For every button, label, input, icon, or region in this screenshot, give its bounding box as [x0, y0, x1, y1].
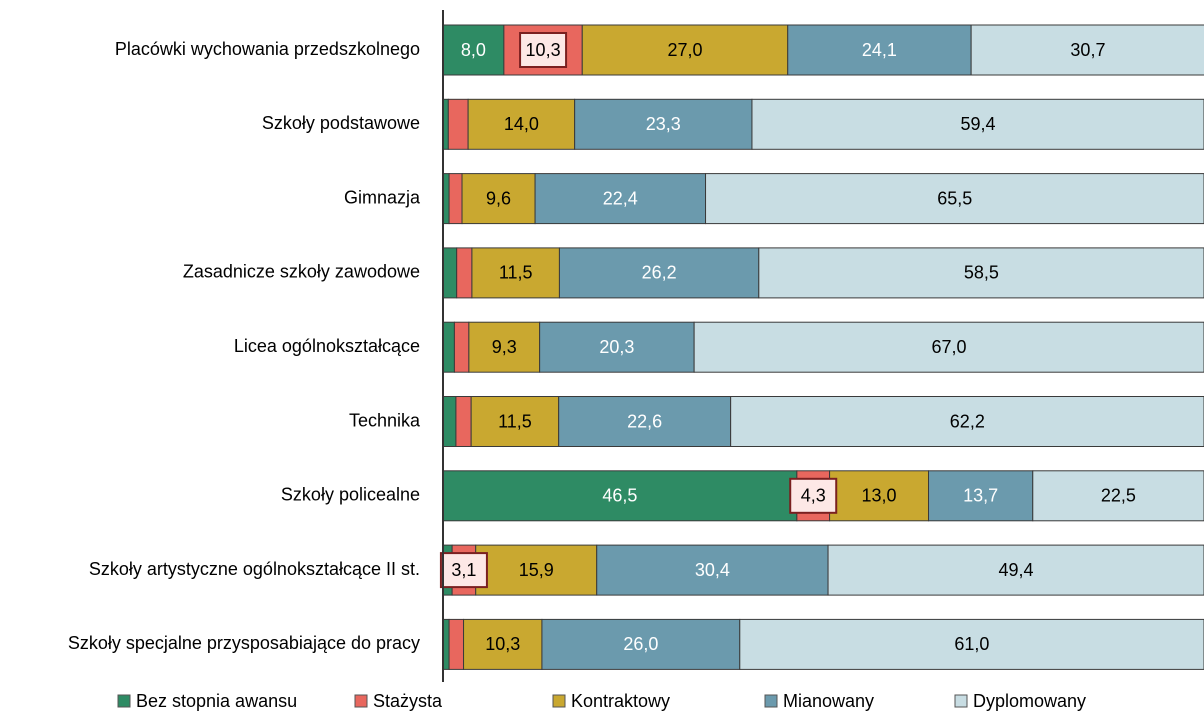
- value-label: 22,5: [1101, 486, 1136, 506]
- value-label: 30,4: [695, 560, 730, 580]
- value-label: 15,9: [519, 560, 554, 580]
- bar-segment: [463, 618, 543, 670]
- bar-segment: [730, 396, 1204, 447]
- bar-segment: [558, 247, 760, 299]
- category-label: Licea ogólnokształcące: [234, 336, 420, 356]
- value-label: 46,5: [602, 486, 637, 506]
- bar-segment: [461, 173, 536, 225]
- category-label: Gimnazja: [344, 187, 421, 207]
- bar-segment: [1032, 470, 1204, 522]
- value-label: 49,4: [999, 560, 1034, 580]
- category-label: Szkoły artystyczne ogólnokształcące II s…: [89, 559, 420, 579]
- value-label: 9,6: [486, 188, 511, 208]
- bar-segment: [693, 321, 1204, 373]
- legend-label: Stażysta: [373, 691, 443, 711]
- value-label: 4,3: [801, 486, 826, 506]
- bar-segment: [539, 321, 695, 373]
- bar-segment: [442, 247, 458, 299]
- value-label: 58,5: [964, 263, 999, 283]
- value-label: 26,0: [623, 634, 658, 654]
- value-label: 59,4: [960, 114, 995, 134]
- bar-segment: [453, 321, 470, 373]
- value-label: 62,2: [950, 411, 985, 431]
- bar-segment: [442, 321, 455, 373]
- legend-swatch: [552, 694, 566, 708]
- legend-swatch: [354, 694, 368, 708]
- bar-segment: [448, 173, 463, 225]
- bar-segment: [739, 618, 1204, 670]
- value-label: 13,7: [963, 486, 998, 506]
- value-label: 22,4: [603, 188, 638, 208]
- legend-label: Mianowany: [783, 691, 874, 711]
- category-label: Szkoły policealne: [281, 485, 420, 505]
- category-label: Szkoły podstawowe: [262, 113, 420, 133]
- value-label: 9,3: [492, 337, 517, 357]
- value-label: 20,3: [599, 337, 634, 357]
- bar-segment: [442, 24, 505, 76]
- bar-segment: [705, 173, 1204, 225]
- bar-segment: [581, 24, 789, 76]
- legend-swatch: [954, 694, 968, 708]
- legend-label: Dyplomowany: [973, 691, 1086, 711]
- bar-segment: [928, 470, 1034, 522]
- bar-segment: [970, 24, 1204, 76]
- bar-segment: [442, 470, 798, 522]
- value-label: 14,0: [504, 114, 539, 134]
- bar-segment: [468, 321, 541, 373]
- legend-label: Kontraktowy: [571, 691, 670, 711]
- category-label: Zasadnicze szkoły zawodowe: [183, 262, 420, 282]
- bar-segment: [442, 396, 457, 447]
- bar-segment: [827, 544, 1204, 596]
- bar-segment: [448, 618, 465, 670]
- value-label: 11,5: [499, 263, 533, 283]
- bar-segment: [558, 396, 732, 447]
- value-label: 8,0: [461, 40, 486, 60]
- label-box: [439, 552, 488, 589]
- bar-segment: [471, 247, 560, 299]
- bar-segment: [455, 396, 472, 447]
- value-label: 65,5: [937, 188, 972, 208]
- label-box: [519, 32, 568, 68]
- bar-segment: [447, 98, 469, 150]
- value-label: 27,0: [667, 40, 702, 60]
- legend-swatch: [117, 694, 131, 708]
- legend-label: Bez stopnia awansu: [136, 691, 297, 711]
- bar-segment: [475, 544, 598, 596]
- bar-segment: [541, 618, 741, 670]
- value-label: 30,7: [1070, 40, 1105, 60]
- category-label: Placówki wychowania przedszkolnego: [115, 39, 420, 59]
- bar-segment: [751, 98, 1204, 150]
- bar-segment: [467, 98, 576, 150]
- value-label: 24,1: [862, 40, 897, 60]
- value-label: 11,5: [498, 411, 532, 431]
- bar-segment: [596, 544, 829, 596]
- value-label: 3,1: [451, 560, 476, 580]
- value-label: 67,0: [932, 337, 967, 357]
- bar-segment: [758, 247, 1204, 299]
- bar-segment: [456, 247, 473, 299]
- label-box: [789, 477, 838, 514]
- category-label: Szkoły specjalne przysposabiające do pra…: [68, 633, 420, 653]
- value-label: 61,0: [954, 634, 989, 654]
- bar-segment: [787, 24, 972, 76]
- value-label: 13,0: [862, 486, 897, 506]
- legend-swatch: [764, 694, 778, 708]
- value-label: 26,2: [642, 263, 677, 283]
- value-label: 10,3: [485, 634, 520, 654]
- value-label: 23,3: [646, 114, 681, 134]
- category-label: Technika: [349, 410, 421, 430]
- value-label: 22,6: [627, 411, 662, 431]
- bar-segment: [574, 98, 753, 150]
- value-label: 10,3: [526, 40, 561, 60]
